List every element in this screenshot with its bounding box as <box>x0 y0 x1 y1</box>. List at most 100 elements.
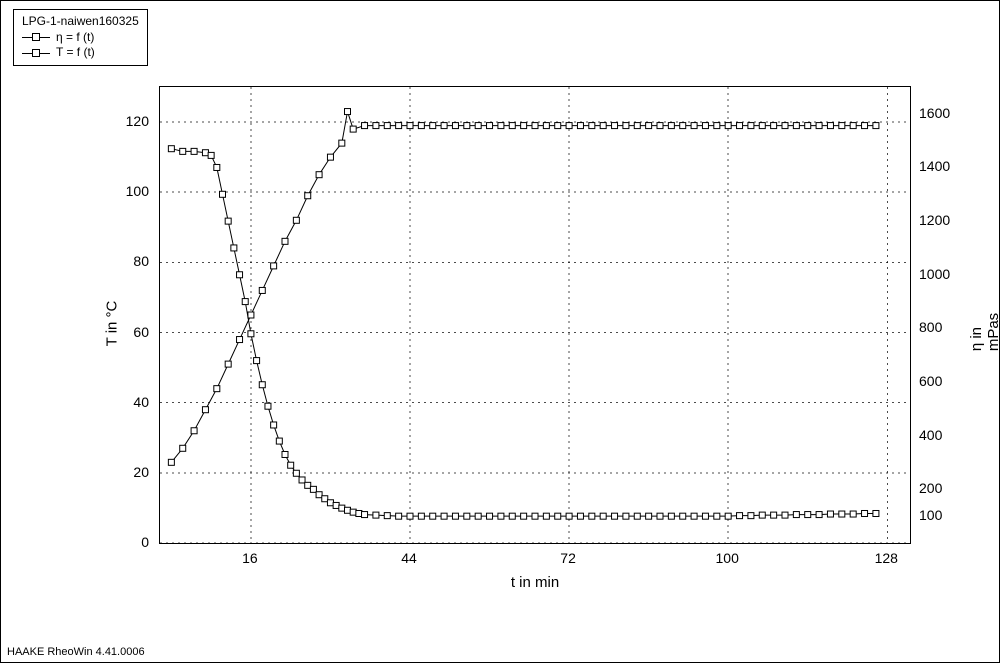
y-right-tick-label: 1000 <box>919 266 950 282</box>
y-right-tick-label: 100 <box>919 507 942 523</box>
data-marker <box>725 123 731 129</box>
data-marker <box>873 510 879 516</box>
data-marker <box>782 123 788 129</box>
data-marker <box>714 123 720 129</box>
data-marker <box>862 123 868 129</box>
data-marker <box>509 123 515 129</box>
x-tick-label: 128 <box>875 550 898 566</box>
data-marker <box>452 513 458 519</box>
data-marker <box>680 123 686 129</box>
data-marker <box>168 459 174 465</box>
data-marker <box>305 193 311 199</box>
data-marker <box>418 513 424 519</box>
data-marker <box>282 238 288 244</box>
data-marker <box>345 507 351 513</box>
data-marker <box>214 386 220 392</box>
plot-area <box>159 86 911 544</box>
data-marker <box>612 123 618 129</box>
data-marker <box>702 513 708 519</box>
y-right-tick-label: 1200 <box>919 212 950 228</box>
data-marker <box>827 511 833 517</box>
data-marker <box>646 513 652 519</box>
data-marker <box>487 513 493 519</box>
chart-container: LPG-1-naiwen160325 η = f (t) T = f (t) 1… <box>0 0 1000 663</box>
y-left-tick-label: 120 <box>126 113 149 129</box>
y-left-tick-label: 20 <box>133 464 149 480</box>
data-marker <box>362 123 368 129</box>
series-line-eta <box>171 149 876 516</box>
data-marker <box>373 123 379 129</box>
y-left-tick-label: 60 <box>133 324 149 340</box>
plot-svg <box>160 87 910 543</box>
data-marker <box>316 172 322 178</box>
data-marker <box>350 126 356 132</box>
data-marker <box>805 512 811 518</box>
data-marker <box>362 512 368 518</box>
data-marker <box>191 428 197 434</box>
data-marker <box>657 123 663 129</box>
data-marker <box>237 337 243 343</box>
data-marker <box>577 123 583 129</box>
data-marker <box>271 263 277 269</box>
data-marker <box>220 191 226 197</box>
x-axis-label: t in min <box>511 574 559 591</box>
data-marker <box>668 513 674 519</box>
data-marker <box>271 422 277 428</box>
data-marker <box>384 123 390 129</box>
software-footer: HAAKE RheoWin 4.41.0006 <box>7 646 145 658</box>
data-marker <box>282 451 288 457</box>
data-marker <box>612 513 618 519</box>
data-marker <box>487 123 493 129</box>
data-marker <box>589 513 595 519</box>
data-marker <box>345 109 351 115</box>
data-marker <box>839 123 845 129</box>
y-right-tick-label: 800 <box>919 319 942 335</box>
grid <box>160 87 910 543</box>
data-marker <box>225 218 231 224</box>
data-marker <box>293 470 299 476</box>
data-marker <box>396 513 402 519</box>
data-marker <box>805 123 811 129</box>
data-marker <box>339 140 345 146</box>
data-marker <box>543 513 549 519</box>
data-marker <box>339 505 345 511</box>
data-marker <box>816 512 822 518</box>
data-marker <box>532 123 538 129</box>
data-marker <box>316 492 322 498</box>
data-marker <box>509 513 515 519</box>
data-marker <box>634 513 640 519</box>
y-right-tick-label: 1600 <box>919 105 950 121</box>
data-marker <box>680 513 686 519</box>
data-marker <box>407 513 413 519</box>
data-marker <box>248 331 254 337</box>
data-marker <box>441 513 447 519</box>
data-marker <box>214 164 220 170</box>
data-marker <box>418 123 424 129</box>
data-marker <box>657 513 663 519</box>
data-marker <box>350 509 356 515</box>
data-marker <box>691 123 697 129</box>
data-marker <box>464 123 470 129</box>
data-marker <box>327 500 333 506</box>
y-left-tick-label: 0 <box>141 534 149 550</box>
y-left-axis-label: T in °C <box>103 301 120 347</box>
legend-item-label: η = f (t) <box>56 30 94 46</box>
data-marker <box>577 513 583 519</box>
data-marker <box>305 482 311 488</box>
data-marker <box>288 462 294 468</box>
data-marker <box>498 513 504 519</box>
data-marker <box>600 123 606 129</box>
x-tick-label: 100 <box>715 550 738 566</box>
data-marker <box>759 123 765 129</box>
data-marker <box>259 382 265 388</box>
data-marker <box>748 513 754 519</box>
legend-marker-icon <box>22 48 50 58</box>
data-marker <box>521 513 527 519</box>
data-marker <box>873 123 879 129</box>
data-marker <box>737 513 743 519</box>
data-marker <box>862 510 868 516</box>
data-marker <box>191 148 197 154</box>
y-left-tick-label: 100 <box>126 183 149 199</box>
data-marker <box>623 123 629 129</box>
data-marker <box>702 123 708 129</box>
